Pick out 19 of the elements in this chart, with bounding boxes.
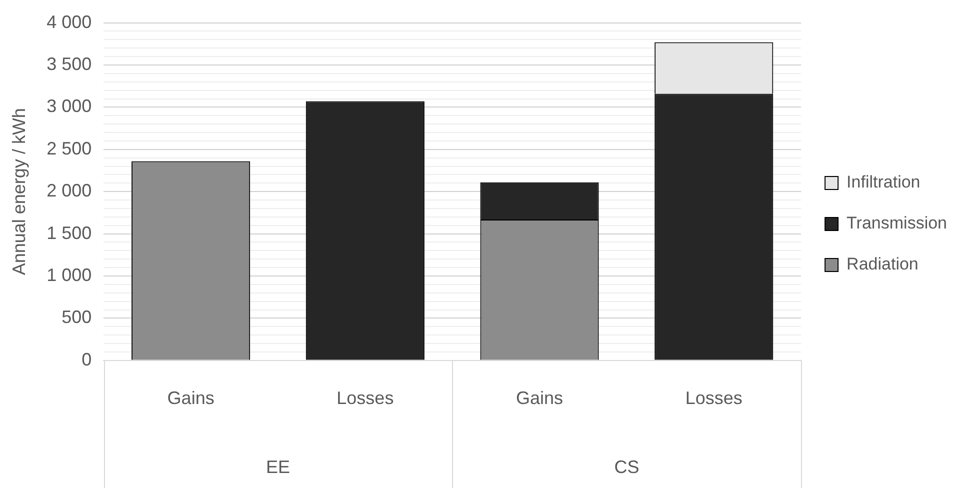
- y-tick-label: 3 000: [46, 96, 92, 116]
- y-tick-label: 1 500: [46, 222, 92, 243]
- x-tick-label: Losses: [336, 388, 394, 408]
- legend-label: Transmission: [846, 214, 948, 233]
- y-tick-label: 4 000: [46, 12, 92, 32]
- text: EE: [266, 456, 290, 477]
- y-tick-label: 500: [62, 307, 92, 328]
- legend-label: Radiation: [846, 254, 918, 274]
- y-tick-label: 2 500: [46, 138, 92, 158]
- y-tick-label: 3 500: [46, 54, 92, 74]
- text: CS: [614, 456, 640, 477]
- y-tick-label: 1 000: [46, 264, 92, 285]
- y-axis-title: Annual energy / kWh: [8, 108, 29, 276]
- x-tick-label: Losses: [685, 388, 742, 408]
- y-tick-label: 2 000: [46, 180, 92, 201]
- y-tick-label: 0: [82, 349, 92, 370]
- x-tick-label: Gains: [167, 388, 214, 408]
- x-tick-label: Gains: [516, 388, 564, 408]
- legend-label: Infiltration: [846, 172, 920, 192]
